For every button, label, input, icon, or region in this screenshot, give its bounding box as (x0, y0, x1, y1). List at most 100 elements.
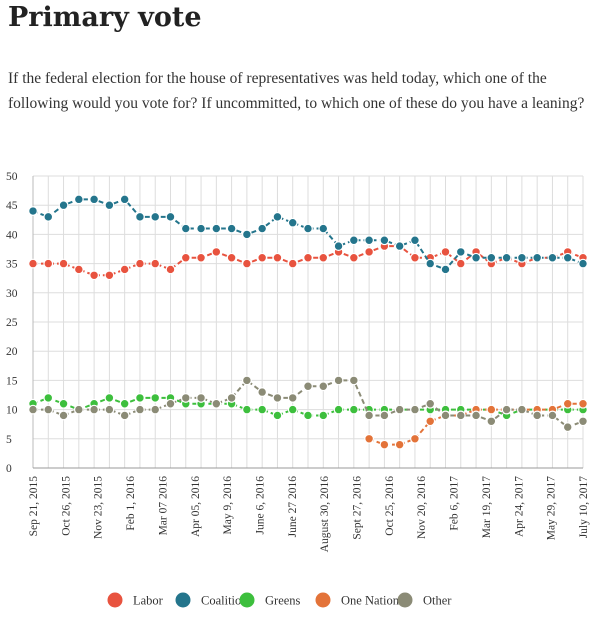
data-point[interactable] (348, 375, 359, 386)
data-point[interactable] (287, 258, 298, 269)
data-point[interactable] (196, 223, 206, 234)
data-point[interactable] (73, 194, 84, 205)
data-point[interactable] (303, 252, 313, 263)
data-point[interactable] (287, 217, 298, 228)
data-point[interactable] (241, 258, 252, 269)
data-point[interactable] (394, 404, 405, 415)
data-point[interactable] (43, 404, 54, 415)
data-point[interactable] (119, 194, 130, 205)
data-point[interactable] (104, 200, 115, 211)
data-point[interactable] (364, 247, 375, 257)
data-point[interactable] (547, 252, 558, 263)
data-point[interactable] (287, 393, 298, 403)
data-point[interactable] (211, 247, 222, 257)
data-point[interactable] (425, 258, 436, 269)
data-point[interactable] (348, 252, 359, 263)
data-point[interactable] (410, 433, 420, 444)
data-point[interactable] (211, 398, 222, 409)
data-point[interactable] (532, 252, 543, 263)
data-point[interactable] (318, 223, 329, 234)
data-point[interactable] (410, 235, 420, 246)
data-point[interactable] (379, 439, 390, 450)
data-point[interactable] (303, 410, 313, 421)
legend-item-greens[interactable]: Greens (239, 592, 301, 608)
data-point[interactable] (364, 235, 375, 246)
data-point[interactable] (348, 235, 359, 246)
data-point[interactable] (28, 404, 38, 415)
data-point[interactable] (440, 247, 451, 257)
data-point[interactable] (43, 393, 54, 403)
data-point[interactable] (486, 252, 497, 263)
legend-item-labor[interactable]: Labor (107, 592, 164, 608)
data-point[interactable] (440, 410, 451, 421)
data-point[interactable] (562, 422, 573, 433)
data-point[interactable] (43, 211, 54, 222)
data-point[interactable] (43, 258, 54, 269)
data-point[interactable] (516, 252, 527, 263)
data-point[interactable] (333, 404, 344, 415)
data-point[interactable] (501, 252, 512, 263)
data-point[interactable] (104, 270, 115, 281)
data-point[interactable] (28, 206, 38, 216)
data-point[interactable] (257, 387, 268, 397)
data-point[interactable] (410, 252, 420, 263)
data-point[interactable] (73, 404, 84, 415)
data-point[interactable] (119, 398, 130, 409)
data-point[interactable] (135, 211, 145, 222)
data-point[interactable] (455, 410, 466, 421)
data-point[interactable] (578, 398, 588, 409)
data-point[interactable] (516, 404, 527, 415)
data-point[interactable] (333, 375, 344, 386)
data-point[interactable] (211, 223, 222, 234)
data-point[interactable] (165, 398, 176, 409)
data-point[interactable] (532, 410, 543, 421)
data-point[interactable] (119, 264, 130, 275)
data-point[interactable] (89, 270, 100, 281)
data-point[interactable] (135, 393, 145, 403)
data-point[interactable] (196, 252, 206, 263)
data-point[interactable] (135, 258, 145, 269)
data-point[interactable] (410, 404, 420, 415)
data-point[interactable] (272, 252, 283, 263)
data-point[interactable] (226, 223, 237, 234)
data-point[interactable] (196, 393, 206, 403)
data-point[interactable] (303, 381, 313, 392)
data-point[interactable] (104, 404, 115, 415)
data-point[interactable] (226, 393, 237, 403)
data-point[interactable] (486, 416, 497, 427)
data-point[interactable] (318, 381, 329, 392)
data-point[interactable] (562, 252, 573, 263)
data-point[interactable] (58, 398, 69, 409)
data-point[interactable] (150, 211, 161, 222)
data-point[interactable] (150, 393, 161, 403)
data-point[interactable] (180, 393, 191, 403)
data-point[interactable] (303, 223, 313, 234)
data-point[interactable] (89, 194, 100, 205)
legend-item-one-nation[interactable]: One Nation (315, 592, 400, 608)
data-point[interactable] (379, 410, 390, 421)
data-point[interactable] (455, 247, 466, 257)
data-point[interactable] (257, 223, 268, 234)
data-point[interactable] (180, 252, 191, 263)
legend-item-other[interactable]: Other (397, 592, 453, 608)
legend-item-coalition[interactable]: Coalition (175, 592, 249, 608)
data-point[interactable] (257, 252, 268, 263)
data-point[interactable] (241, 404, 252, 415)
data-point[interactable] (471, 252, 481, 263)
data-point[interactable] (425, 416, 436, 427)
data-point[interactable] (165, 264, 176, 275)
data-point[interactable] (58, 200, 69, 211)
data-point[interactable] (241, 375, 252, 386)
data-point[interactable] (119, 410, 130, 421)
data-point[interactable] (241, 229, 252, 240)
data-point[interactable] (486, 404, 497, 415)
data-point[interactable] (272, 211, 283, 222)
data-point[interactable] (58, 258, 69, 269)
data-point[interactable] (333, 241, 344, 251)
data-point[interactable] (455, 258, 466, 269)
data-point[interactable] (58, 410, 69, 421)
data-point[interactable] (394, 241, 405, 251)
data-point[interactable] (135, 404, 145, 415)
data-point[interactable] (578, 258, 588, 269)
data-point[interactable] (226, 252, 237, 263)
